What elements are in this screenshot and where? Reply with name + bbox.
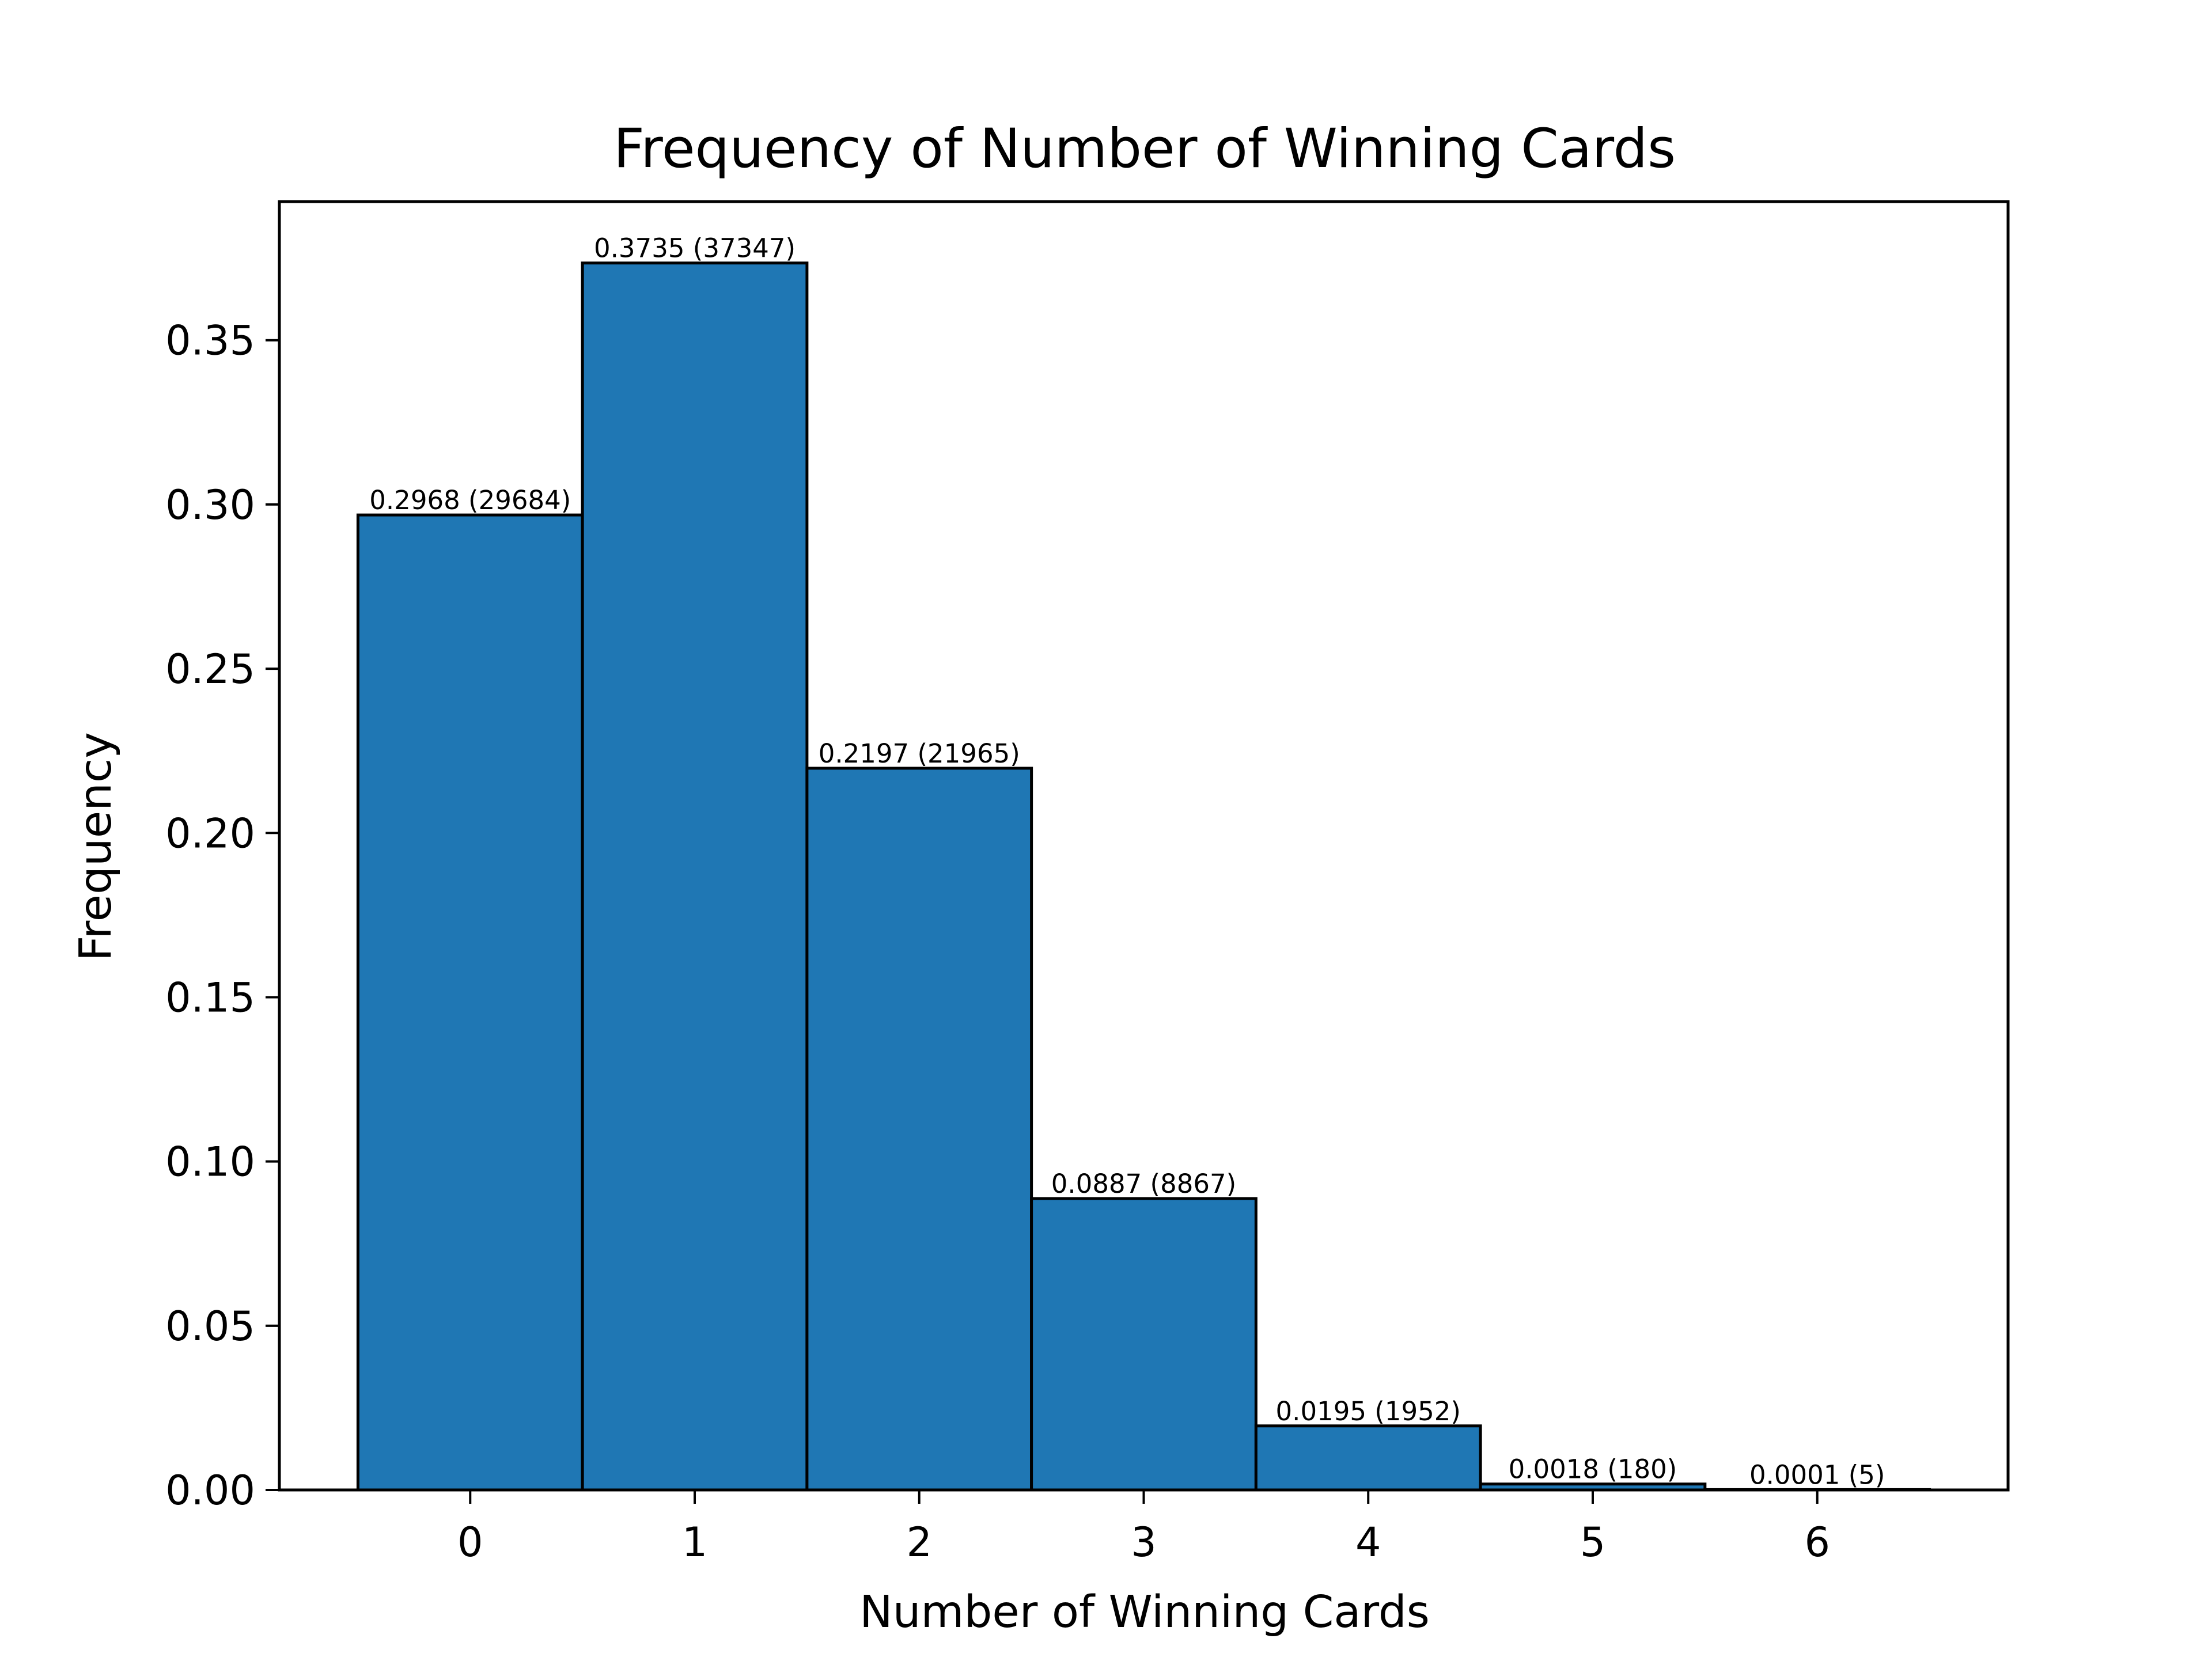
x-tick-label: 1 <box>682 1519 708 1566</box>
y-tick-label: 0.25 <box>165 646 255 693</box>
x-tick-label: 0 <box>457 1519 483 1566</box>
bar-data-label: 0.0887 (8867) <box>1051 1169 1236 1199</box>
x-axis: 0 1 2 3 4 5 6 <box>457 1490 1830 1566</box>
x-tick-label: 4 <box>1355 1519 1381 1566</box>
x-tick-label: 3 <box>1131 1519 1157 1566</box>
y-axis: 0.00 0.05 0.10 0.15 0.20 0.25 0.30 0.35 <box>165 317 279 1514</box>
y-tick-label: 0.20 <box>165 810 255 857</box>
bar-data-label: 0.0018 (180) <box>1509 1454 1677 1485</box>
y-axis-title: Frequency <box>70 732 122 961</box>
chart-title: Frequency of Number of Winning Cards <box>613 117 1676 180</box>
plot-area: 0.2968 (29684) 0.3735 (37347) 0.2197 (2196… <box>356 233 1931 1492</box>
y-tick-label: 0.10 <box>165 1139 255 1186</box>
bar-data-label: 0.0195 (1952) <box>1276 1396 1461 1427</box>
bar-data-label: 0.2197 (21965) <box>819 738 1020 769</box>
y-tick-label: 0.00 <box>165 1467 255 1514</box>
bar-4 <box>1254 1424 1482 1492</box>
y-tick-label: 0.30 <box>165 481 255 529</box>
bar-0 <box>356 513 584 1492</box>
x-tick-label: 6 <box>1804 1519 1830 1566</box>
bar-data-label: 0.0001 (5) <box>1749 1459 1885 1490</box>
bar-3 <box>1030 1197 1257 1492</box>
bar-data-label: 0.3735 (37347) <box>594 233 796 264</box>
x-tick-label: 2 <box>906 1519 932 1566</box>
y-tick-label: 0.15 <box>165 974 255 1021</box>
x-tick-label: 5 <box>1580 1519 1606 1566</box>
bar-1 <box>581 261 809 1492</box>
y-tick-label: 0.05 <box>165 1303 255 1350</box>
y-tick-label: 0.35 <box>165 317 255 365</box>
bar-2 <box>805 767 1033 1492</box>
bar-data-label: 0.2968 (29684) <box>369 485 571 515</box>
x-axis-title: Number of Winning Cards <box>859 1587 1430 1638</box>
